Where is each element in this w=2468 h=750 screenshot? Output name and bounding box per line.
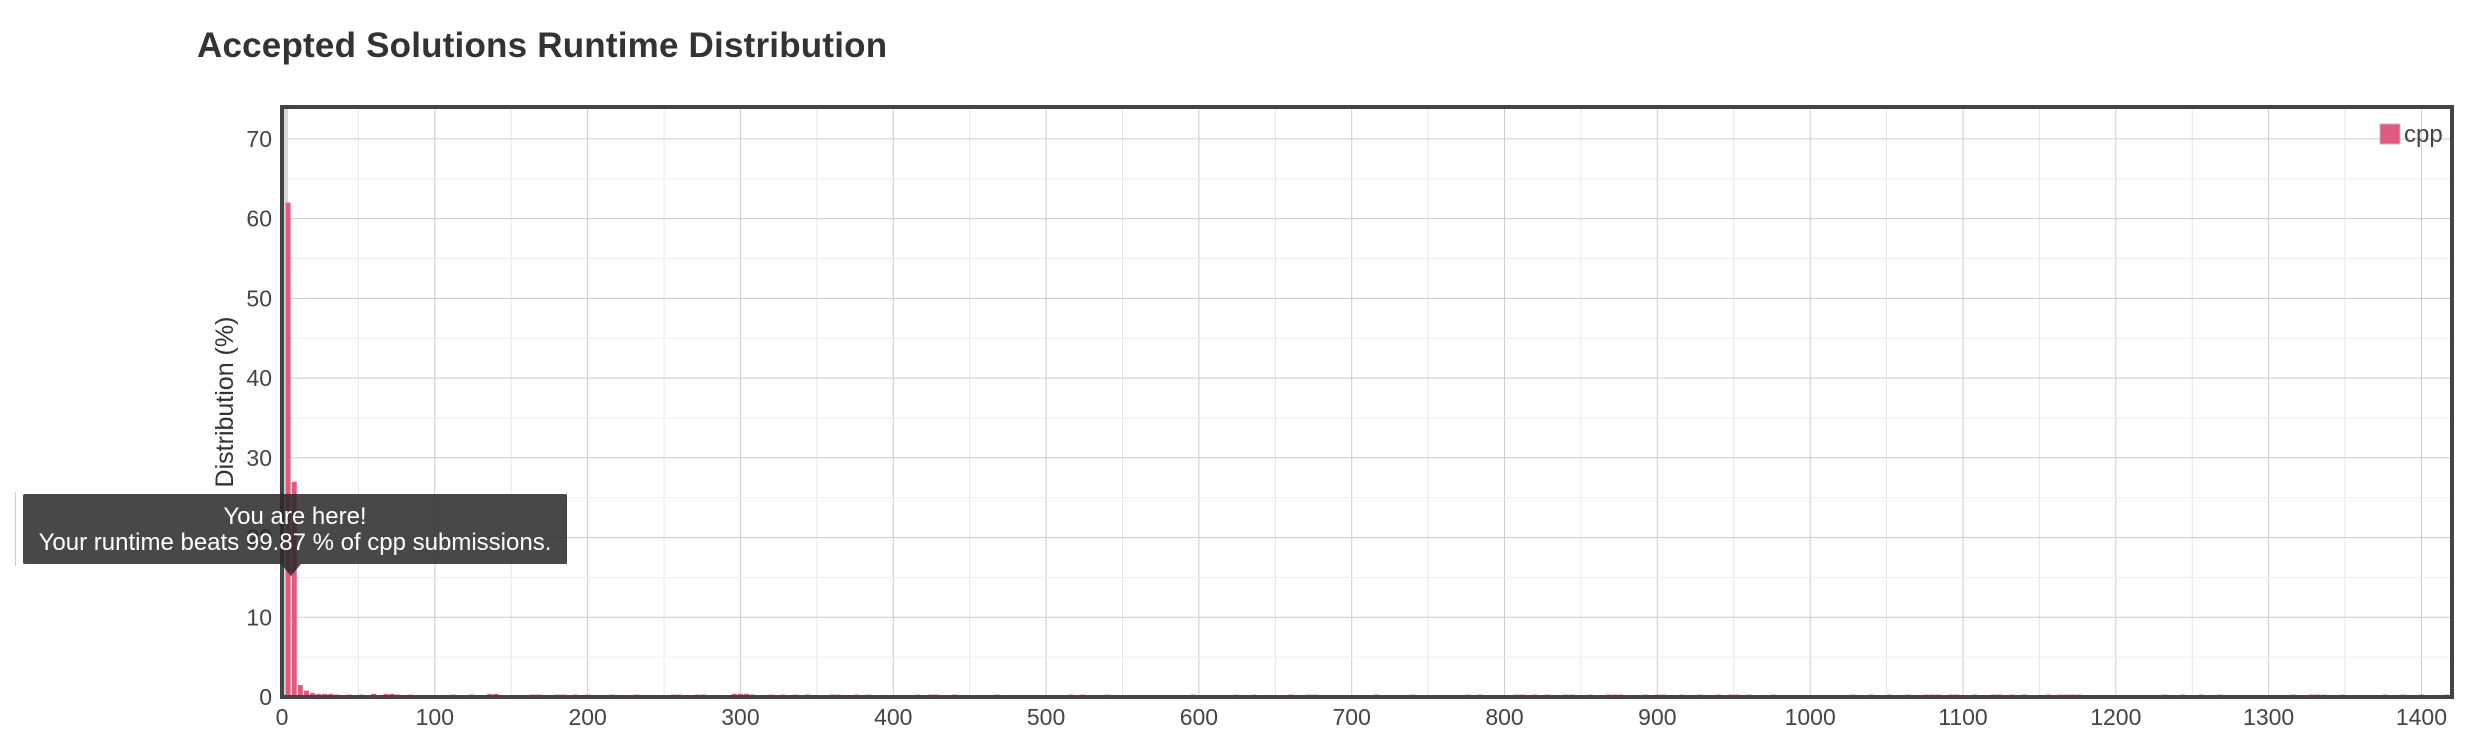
tooltip-arrow <box>281 564 301 576</box>
x-tick-label: 200 <box>568 704 606 730</box>
y-axis-title: Distribution (%) <box>211 317 239 488</box>
legend-label-cpp[interactable]: cpp <box>2404 121 2443 148</box>
x-tick-label: 800 <box>1485 704 1523 730</box>
tooltip-line-1: You are here! <box>223 503 367 530</box>
x-tick-label: 400 <box>874 704 912 730</box>
x-tick-label: 1200 <box>2090 704 2141 730</box>
legend-swatch-cpp[interactable] <box>2379 123 2401 145</box>
x-tick-label: 500 <box>1027 704 1065 730</box>
chart-title: Accepted Solutions Runtime Distribution <box>197 26 888 65</box>
x-tick-label: 900 <box>1638 704 1676 730</box>
x-tick-label: 1000 <box>1785 704 1836 730</box>
x-tick-label: 300 <box>721 704 759 730</box>
tick-labels: 0 100 200 300 400 500 600 700 800 900 1000 1100 1200… <box>246 126 2447 730</box>
y-tick-label: 70 <box>246 126 272 152</box>
x-tick-label: 1400 <box>2396 704 2447 730</box>
tooltip: You are here! Your runtime beats 99.87 %… <box>23 494 567 564</box>
your-runtime-highlight <box>282 107 289 697</box>
grid <box>281 107 2452 698</box>
bars <box>285 202 2449 698</box>
bar[interactable] <box>303 690 309 697</box>
y-tick-label: 60 <box>246 206 272 232</box>
bar[interactable] <box>297 685 303 697</box>
x-tick-label: 1100 <box>1938 704 1987 730</box>
tooltip-line-2: Your runtime beats 99.87 % of cpp submis… <box>38 529 552 556</box>
y-tick-label: 30 <box>246 445 272 471</box>
x-tick-label: 100 <box>416 704 454 730</box>
x-tick-label: 1300 <box>2243 704 2294 730</box>
x-tick-label: 600 <box>1180 704 1218 730</box>
highlight-band <box>282 107 289 697</box>
x-tick-label: 0 <box>276 704 289 730</box>
y-tick-label: 50 <box>246 285 272 311</box>
y-tick-label: 40 <box>246 365 272 391</box>
x-tick-label: 700 <box>1333 704 1371 730</box>
legend[interactable]: cpp <box>2379 121 2443 148</box>
bar[interactable] <box>291 481 297 697</box>
y-tick-label: 0 <box>259 684 272 710</box>
y-tick-label: 10 <box>246 604 272 630</box>
plot-frame <box>280 105 2454 699</box>
bar[interactable] <box>285 202 291 698</box>
